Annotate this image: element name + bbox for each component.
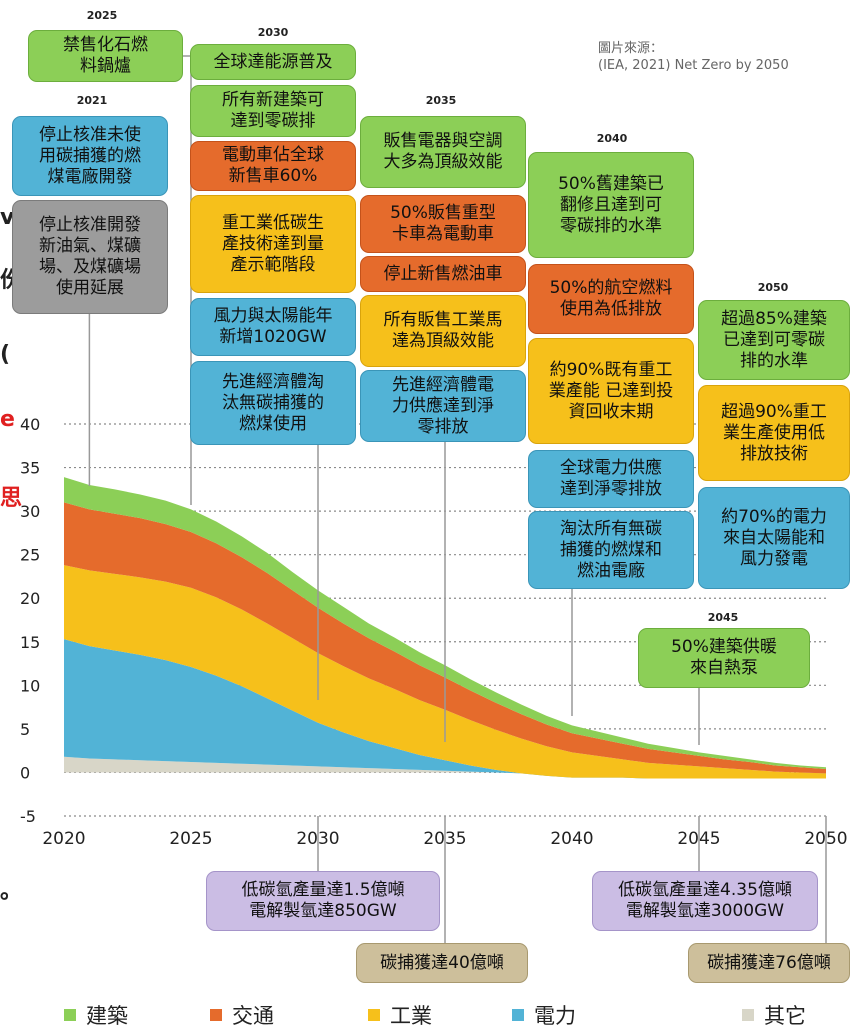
legend-label: 電力 (534, 1004, 576, 1028)
area-other (64, 756, 826, 776)
edge-fragment: v (0, 205, 15, 230)
edge-fragment: ( (0, 342, 11, 367)
year-label: 2025 (86, 9, 118, 22)
edge-fragment: 。 (0, 879, 23, 904)
y-tick-label: 20 (20, 589, 40, 608)
area-transport (64, 502, 826, 774)
legend-label: 工業 (390, 1004, 432, 1028)
area-power (64, 639, 826, 779)
x-tick-label: 2040 (550, 829, 593, 849)
legend-swatch (210, 1009, 222, 1021)
y-tick-label: 5 (20, 720, 30, 739)
milestone-box: 停止新售燃油車 (360, 256, 526, 292)
y-tick-label: 25 (20, 546, 40, 565)
year-label: 2021 (76, 94, 108, 107)
legend-item: 交通 (210, 1000, 274, 1030)
legend-label: 交通 (232, 1004, 274, 1028)
legend-swatch (742, 1009, 754, 1021)
x-tick-label: 2020 (42, 829, 85, 849)
y-tick-label: -5 (20, 807, 36, 826)
y-tick-label: 40 (20, 415, 40, 434)
edge-fragment: 思 (0, 486, 23, 511)
milestone-box: 碳捕獲達76億噸 (688, 943, 850, 983)
y-tick-label: 0 (20, 763, 30, 782)
milestone-box: 全球達能源普及 (190, 44, 356, 80)
milestone-box: 停止核准未使 用碳捕獲的燃 煤電廠開發 (12, 116, 168, 196)
milestone-box: 先進經濟體電 力供應達到淨 零排放 (360, 370, 526, 442)
year-label: 2030 (257, 26, 289, 39)
legend-swatch (368, 1009, 380, 1021)
area-industry (64, 565, 826, 779)
area-building (64, 477, 826, 769)
legend-label: 建築 (86, 1004, 128, 1028)
milestone-box: 所有新建築可 達到零碳排 (190, 85, 356, 137)
source-note: 圖片來源： (IEA, 2021) Net Zero by 2050 (598, 41, 789, 73)
milestone-box: 先進經濟體淘 汰無碳捕獲的 燃煤使用 (190, 361, 356, 445)
year-label: 2050 (757, 281, 789, 294)
edge-fragment: e (0, 407, 15, 432)
milestone-box: 約90%既有重工 業產能 已達到投 資回收末期 (528, 338, 694, 444)
y-tick-label: 15 (20, 633, 40, 652)
legend-item: 電力 (512, 1000, 576, 1030)
milestone-box: 約70%的電力 來自太陽能和 風力發電 (698, 487, 850, 589)
legend-label: 其它 (764, 1004, 806, 1028)
milestone-box: 電動車佔全球 新售車60% (190, 141, 356, 191)
milestone-box: 低碳氫產量達1.5億噸 電解製氫達850GW (206, 871, 440, 931)
milestone-box: 超過85%建築 已達到可零碳 排的水準 (698, 300, 850, 380)
milestone-box: 風力與太陽能年 新增1020GW (190, 298, 356, 356)
legend-item: 工業 (368, 1000, 432, 1030)
milestone-box: 低碳氫產量達4.35億噸 電解製氫達3000GW (592, 871, 818, 931)
milestone-box: 淘汰所有無碳 捕獲的燃煤和 燃油電廠 (528, 511, 694, 589)
y-tick-label: 35 (20, 459, 40, 478)
year-label: 2045 (707, 611, 739, 624)
y-tick-label: 30 (20, 502, 40, 521)
milestone-box: 停止核准開發 新油氣、煤礦 場、及煤礦場 使用延展 (12, 200, 168, 314)
milestone-box: 禁售化石燃 料鍋爐 (28, 30, 183, 82)
year-label: 2035 (425, 94, 457, 107)
milestone-box: 販售電器與空調 大多為頂級效能 (360, 116, 526, 188)
legend-swatch (512, 1009, 524, 1021)
milestone-box: 超過90%重工 業生產使用低 排放技術 (698, 385, 850, 481)
milestone-box: 50%建築供暖 來自熱泵 (638, 628, 810, 688)
milestone-box: 50%的航空燃料 使用為低排放 (528, 264, 694, 334)
chart-legend: 建築 交通 工業 電力 其它 (0, 1000, 852, 1030)
year-label: 2040 (596, 132, 628, 145)
milestone-box: 碳捕獲達40億噸 (356, 943, 528, 983)
legend-item: 其它 (742, 1000, 806, 1030)
milestone-box: 所有販售工業馬 達為頂級效能 (360, 295, 526, 367)
legend-item: 建築 (64, 1000, 128, 1030)
legend-swatch (64, 1009, 76, 1021)
milestone-box: 全球電力供應 達到淨零排放 (528, 450, 694, 508)
x-tick-label: 2025 (169, 829, 212, 849)
milestone-box: 50%販售重型 卡車為電動車 (360, 195, 526, 253)
y-tick-label: 10 (20, 676, 40, 695)
milestone-box: 50%舊建築已 翻修且達到可 零碳排的水準 (528, 152, 694, 258)
milestone-box: 重工業低碳生 產技術達到量 產示範階段 (190, 195, 356, 293)
